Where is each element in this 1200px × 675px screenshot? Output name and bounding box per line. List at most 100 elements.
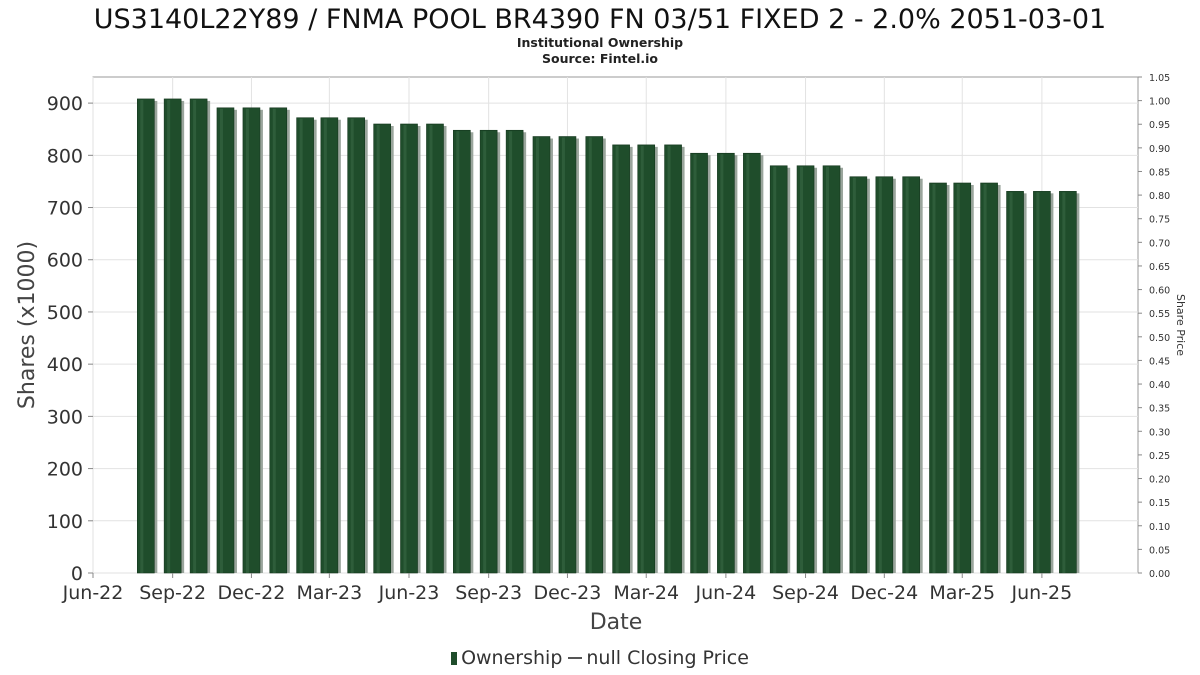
- ownership-bar: [822, 165, 841, 574]
- y-axis-label: Shares (x1000): [15, 241, 40, 409]
- chart-title: US3140L22Y89 / FNMA POOL BR4390 FN 03/51…: [94, 4, 1107, 35]
- ownership-bar: [1059, 191, 1077, 574]
- y2-tick-label: 0.45: [1149, 356, 1170, 367]
- y2-tick-label: 0.75: [1149, 215, 1170, 226]
- bar-highlight: [956, 183, 960, 573]
- bar-highlight: [800, 166, 804, 574]
- ownership-bar: [373, 123, 391, 574]
- bar-highlight: [323, 118, 327, 573]
- bar-highlight: [509, 131, 513, 573]
- x-tick-label: Dec-24: [850, 582, 918, 604]
- y2-tick-label: 0.80: [1149, 191, 1170, 202]
- y2-tick-label: 1.00: [1149, 97, 1170, 108]
- closing-price-legend-line: [568, 657, 583, 659]
- y-tick-label: 400: [47, 354, 83, 376]
- ownership-bar: [953, 182, 972, 574]
- bar-highlight: [535, 137, 539, 573]
- ownership-bar: [980, 182, 998, 574]
- bar-highlight: [456, 131, 460, 573]
- ownership-bar: [347, 117, 365, 574]
- bar-highlight: [193, 99, 197, 574]
- y2-tick-label: 0.10: [1149, 522, 1170, 533]
- bar-highlight: [245, 108, 249, 574]
- y2-tick-label: 0.55: [1149, 309, 1170, 320]
- x-tick-label: Sep-23: [455, 582, 522, 604]
- ownership-bar: [400, 123, 418, 574]
- x-tick-label: Jun-24: [695, 582, 757, 604]
- bar-highlight: [615, 145, 619, 573]
- bar-highlight: [588, 137, 592, 573]
- x-tick-label: Mar-24: [613, 582, 679, 604]
- x-tick-label: Mar-23: [297, 582, 363, 604]
- x-axis: Jun-22 Sep-22 Dec-22 Mar-23 Jun-23 Sep-23 Dec-…: [62, 573, 1072, 604]
- legend-closing-price-label: null Closing Price: [586, 647, 749, 669]
- x-tick-label: Sep-22: [139, 582, 206, 604]
- y2-tick-label: 0.30: [1149, 427, 1170, 438]
- y2-tick-label: 1.05: [1149, 73, 1170, 84]
- y2-tick-label: 0.90: [1149, 144, 1170, 155]
- ownership-bar: [296, 117, 314, 574]
- ownership-bar: [769, 165, 788, 574]
- y2-tick-label: 0.60: [1149, 286, 1170, 297]
- ownership-bar: [320, 117, 339, 574]
- x-tick-label: Jun-23: [378, 582, 440, 604]
- bar-highlight: [1009, 192, 1013, 573]
- ownership-bar: [505, 129, 524, 574]
- bar-highlight: [1062, 192, 1066, 573]
- bar-highlight: [667, 145, 671, 573]
- y-tick-label: 0: [71, 563, 83, 585]
- ownership-bar: [532, 136, 551, 574]
- bar-highlight: [932, 183, 936, 573]
- ownership-bar: [453, 129, 471, 574]
- bar-highlight: [693, 154, 697, 574]
- x-tick-label: Dec-22: [218, 582, 286, 604]
- bar-highlight: [905, 177, 909, 573]
- bar-highlight: [299, 118, 303, 573]
- x-axis-label: Date: [590, 610, 643, 635]
- bar-highlight: [773, 166, 777, 574]
- bar-highlight: [219, 108, 223, 574]
- chart-source: Source: Fintel.io: [542, 51, 658, 66]
- bar-highlight: [826, 166, 830, 574]
- y-axis: 0 100 200 300 400 500 600 700 800 900: [47, 93, 93, 585]
- y-tick-label: 300: [47, 406, 83, 428]
- y2-tick-label: 0.40: [1149, 380, 1170, 391]
- x-tick-label: Dec-23: [534, 582, 602, 604]
- legend-ownership-label: Ownership: [461, 647, 563, 669]
- y-tick-label: 500: [47, 302, 83, 324]
- bar-highlight: [746, 154, 750, 574]
- bar-highlight: [852, 177, 856, 573]
- ownership-bar: [717, 152, 735, 574]
- x-tick-label: Sep-24: [772, 582, 839, 604]
- legend: Ownership null Closing Price: [0, 647, 1200, 669]
- bar-highlight: [429, 124, 433, 573]
- bar-highlight: [140, 99, 144, 574]
- chart-subtitle: Institutional Ownership: [517, 35, 683, 50]
- ownership-bar: [637, 144, 656, 574]
- x-tick-label: Jun-22: [62, 582, 124, 604]
- ownership-bar: [558, 136, 577, 574]
- ownership-bar: [163, 98, 182, 574]
- ownership-bar: [189, 98, 208, 574]
- y2-tick-label: 0.15: [1149, 498, 1170, 509]
- bar-highlight: [561, 137, 565, 573]
- y2-tick-label: 0.85: [1149, 167, 1170, 178]
- y2-tick-label: 0.25: [1149, 451, 1170, 462]
- y2-tick-label: 0.35: [1149, 404, 1170, 415]
- y2-tick-label: 0.65: [1149, 262, 1170, 273]
- ownership-bar: [690, 152, 708, 574]
- y-tick-label: 900: [47, 93, 83, 115]
- y2-tick-label: 0.00: [1149, 569, 1170, 580]
- ownership-bar: [743, 152, 761, 574]
- bar-highlight: [878, 177, 882, 573]
- bar-highlight: [350, 118, 354, 573]
- ownership-bar: [1006, 191, 1024, 574]
- ownership-bar: [585, 136, 604, 574]
- y-tick-label: 700: [47, 198, 83, 220]
- ownership-bar: [875, 176, 894, 574]
- bar-highlight: [167, 99, 171, 574]
- ownership-bar: [137, 98, 155, 574]
- bar-highlight: [376, 124, 380, 573]
- bar-series: [137, 98, 1080, 574]
